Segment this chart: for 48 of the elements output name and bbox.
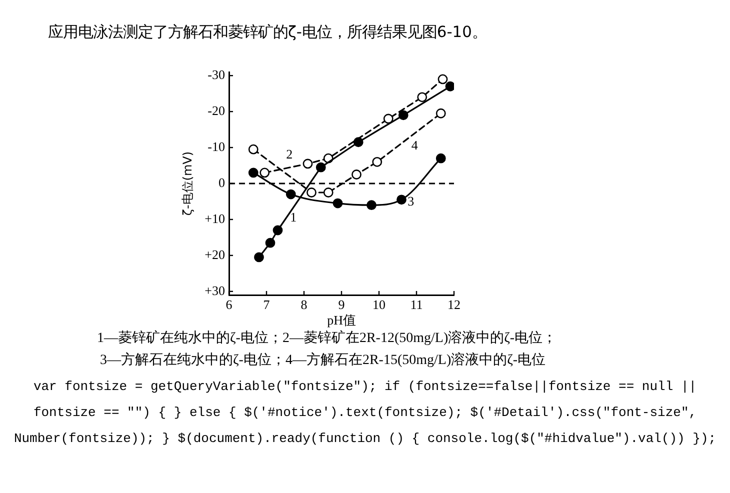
- point: [254, 252, 264, 262]
- point: [286, 189, 296, 200]
- y-axis-title: ζ-电位(mV): [180, 151, 194, 216]
- series-label: 4: [411, 137, 418, 152]
- point: [316, 162, 326, 172]
- y-tick-label: -20: [208, 102, 225, 118]
- x-tick-label: 7: [263, 297, 270, 312]
- point: [265, 238, 276, 248]
- x-tick-label: 9: [338, 297, 345, 312]
- series-label: 1: [290, 210, 297, 225]
- point: [248, 144, 258, 154]
- point: [438, 74, 448, 84]
- x-tick-label: 11: [410, 297, 423, 312]
- y-tick-label: -30: [208, 67, 225, 82]
- text: 3—方解石在纯水中的ζ-电位；4—方解石在2R-15(50mg/L)溶液中的ζ-电位: [100, 352, 546, 370]
- x-tick-label: 12: [448, 297, 460, 312]
- y-tick-label: +20: [204, 246, 225, 262]
- point: [436, 108, 446, 118]
- y-tick-label: -10: [208, 138, 225, 154]
- point: [383, 114, 394, 124]
- chart-title: 应用电泳法测定了方解石和菱锌矿的ζ-电位，所得结果见图6-10。: [48, 22, 487, 43]
- point: [323, 188, 334, 198]
- point: [260, 168, 270, 178]
- point: [248, 168, 258, 178]
- point: [372, 156, 382, 167]
- point: [417, 92, 428, 102]
- series-label: 3: [408, 193, 414, 208]
- y-tick-label: +30: [204, 282, 225, 298]
- x-tick-label: 10: [372, 297, 386, 312]
- x-tick-label: 6: [226, 297, 233, 312]
- point: [272, 225, 283, 236]
- point: [353, 137, 364, 148]
- text: 1—菱锌矿在纯水中的ζ-电位；2—菱锌矿在2R-12(50mg/L)溶液中的ζ-电位；: [97, 330, 557, 348]
- x-axis-title: pH值: [327, 312, 356, 328]
- point: [396, 194, 406, 205]
- y-tick-label: +10: [204, 210, 225, 226]
- point: [436, 153, 446, 164]
- point: [302, 158, 313, 169]
- point: [366, 200, 376, 210]
- series-label: 2: [286, 146, 293, 162]
- y-tick-label: 0: [218, 174, 225, 190]
- point: [306, 188, 316, 198]
- point: [398, 110, 408, 120]
- x-tick-label: 8: [300, 297, 308, 312]
- point: [445, 81, 454, 92]
- text: var fontsize = getQueryVariable("fontsize"); if (fontsize==false||fontsize == null || fontsize == "") { } else { $('#notice').text(fontsize); $('#Detail').css("font-size", Number(fontsize)); } $(document).ready(function () { console.log($("#hidvalue").val()) });: [14, 378, 716, 448]
- point: [332, 198, 343, 208]
- point: [352, 170, 362, 180]
